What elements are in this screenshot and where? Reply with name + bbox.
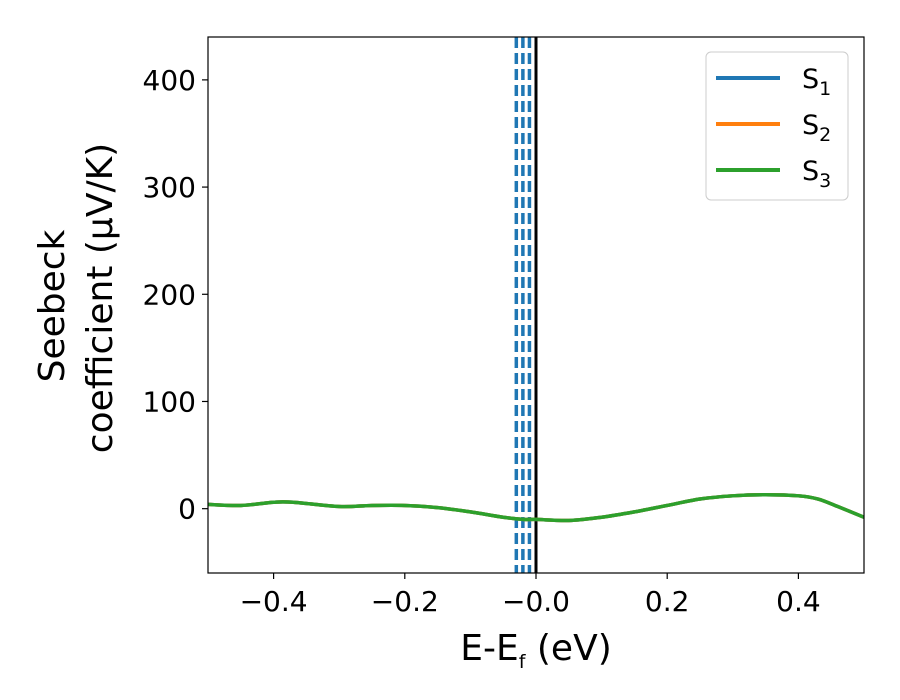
y-axis-label-line1: Seebeck [32, 229, 73, 382]
legend-label-S3: S3 [802, 156, 831, 192]
y-tick-label: 400 [143, 64, 196, 97]
legend-label-S2: S2 [802, 110, 831, 146]
y-tick-label: 300 [143, 171, 196, 204]
series-line-S3 [208, 492, 864, 523]
x-tick-label: −0.0 [502, 585, 570, 618]
plot-area [208, 37, 864, 573]
y-tick-label: 100 [143, 385, 196, 418]
y-tick-label: 0 [178, 493, 196, 526]
axis-ticks: −0.4 −0.2 −0.0 0.2 0.4 0 100 200 300 400 [143, 64, 821, 618]
x-tick-label: −0.4 [240, 585, 308, 618]
y-axis-label-line2: coefficient (μV/K) [80, 143, 121, 453]
x-tick-label: 0.2 [645, 585, 690, 618]
legend-label-S1: S1 [802, 64, 831, 100]
x-axis-label: E-Ef (eV) [460, 628, 612, 673]
y-tick-label: 200 [143, 278, 196, 311]
x-tick-label: −0.2 [371, 585, 439, 618]
x-tick-label: 0.4 [776, 585, 821, 618]
legend: S1 S2 S3 [705, 51, 849, 201]
